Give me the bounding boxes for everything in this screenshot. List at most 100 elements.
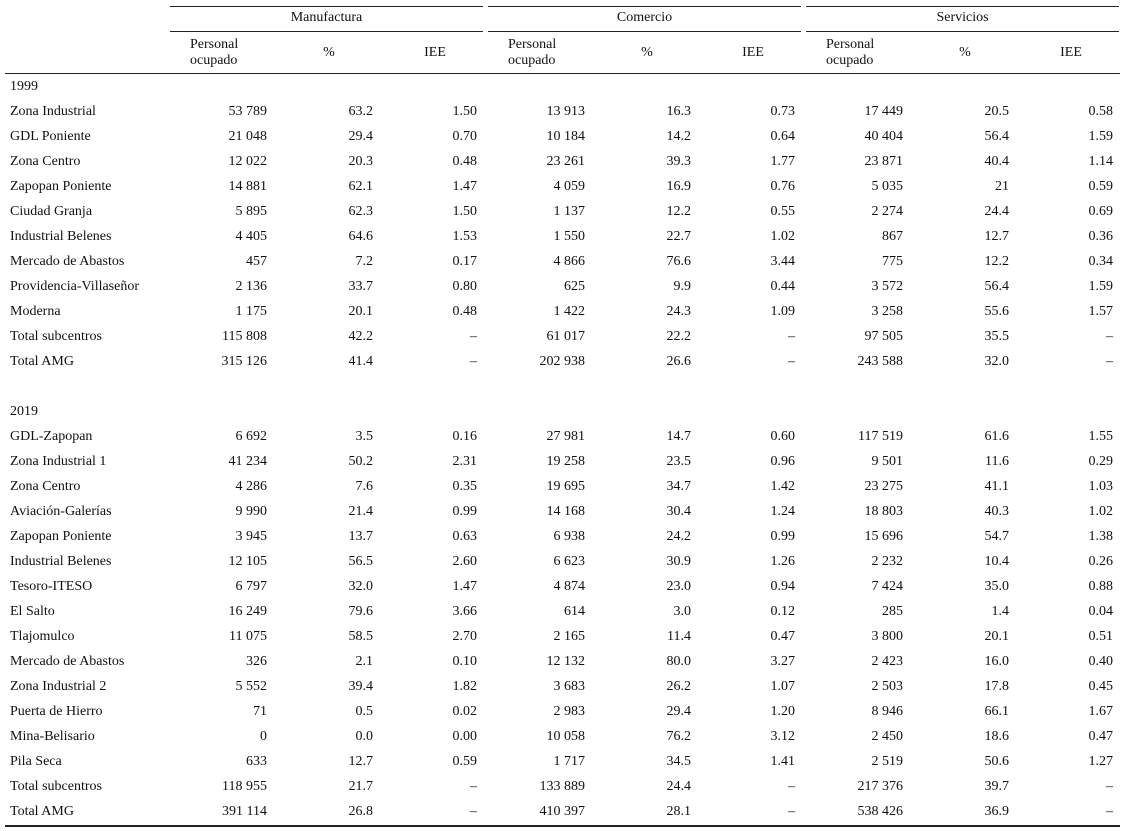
cell-value: 41.4 [348,354,374,369]
cell-value: 1.09 [770,304,796,319]
column-header: % [641,45,653,60]
column-header: IEE [742,45,764,60]
row-label: Total AMG [10,804,74,819]
cell-value: 1.53 [452,229,478,244]
cell-value: 36.9 [984,804,1010,819]
cell-value: 3 800 [871,629,904,644]
cell-value: – [788,804,795,819]
cell-value: 3.66 [452,604,478,619]
cell-value: 19 695 [546,479,586,494]
cell-value: 1.82 [452,679,478,694]
cell-value: 32.0 [348,579,374,594]
row-label: Total AMG [10,354,74,369]
cell-value: 3 572 [871,279,904,294]
cell-value: 0.80 [452,279,478,294]
cell-value: 0.5 [355,704,374,719]
cell-value: 29.4 [666,704,692,719]
column-header: Personal ocupado [190,37,239,68]
cell-value: 71 [253,704,267,719]
group-header: Servicios [936,10,989,25]
row-label: Zapopan Poniente [10,529,112,544]
row-label: Mercado de Abastos [10,254,125,269]
cell-value: 2.70 [452,629,478,644]
cell-value: 2 165 [553,629,586,644]
cell-value: 7 424 [871,579,904,594]
cell-value: 243 588 [857,354,904,369]
cell-value: 9.9 [673,279,692,294]
cell-value: 0.58 [1088,104,1114,119]
cell-value: 2 519 [871,754,904,769]
cell-value: 0.45 [1088,679,1114,694]
row-label: Tlajomulco [10,629,75,644]
cell-value: 1.67 [1088,704,1114,719]
cell-value: 23 275 [864,479,904,494]
cell-value: 2 274 [871,204,904,219]
rule [170,31,483,32]
cell-value: 391 114 [222,804,267,819]
cell-value: 23 261 [546,154,586,169]
cell-value: 217 376 [857,779,904,794]
cell-value: 63.2 [348,104,374,119]
cell-value: 538 426 [857,804,904,819]
cell-value: 62.1 [348,179,374,194]
cell-value: 2 503 [871,679,904,694]
cell-value: 23.5 [666,454,692,469]
rule [488,6,801,7]
cell-value: 3.5 [355,429,374,444]
cell-value: 53 789 [228,104,268,119]
cell-value: 1.41 [770,754,796,769]
rule [806,31,1119,32]
cell-value: 4 286 [235,479,268,494]
row-label: Industrial Belenes [10,229,112,244]
cell-value: 0.04 [1088,604,1114,619]
cell-value: 3.44 [770,254,796,269]
cell-value: – [470,329,477,344]
cell-value: 5 035 [871,179,904,194]
cell-value: 23 871 [864,154,904,169]
cell-value: 21.4 [348,504,374,519]
cell-value: 9 990 [235,504,268,519]
cell-value: 18 803 [864,504,904,519]
cell-value: 625 [564,279,585,294]
cell-value: 35.0 [984,579,1010,594]
cell-value: 0.51 [1088,629,1114,644]
cell-value: – [788,354,795,369]
cell-value: – [788,779,795,794]
cell-value: 3 945 [235,529,268,544]
cell-value: 2 232 [871,554,904,569]
cell-value: 1.4 [991,604,1010,619]
cell-value: 58.5 [348,629,374,644]
cell-value: 16.9 [666,179,692,194]
cell-value: 8 946 [871,704,904,719]
cell-value: 4 059 [553,179,586,194]
cell-value: 41.1 [984,479,1010,494]
cell-value: 17 449 [864,104,904,119]
cell-value: 56.4 [984,279,1010,294]
cell-value: 21 [995,179,1009,194]
cell-value: 12 132 [546,654,586,669]
cell-value: 19 258 [546,454,586,469]
cell-value: 0.55 [770,204,796,219]
cell-value: 16 249 [228,604,268,619]
cell-value: 0.12 [770,604,796,619]
cell-value: 117 519 [858,429,903,444]
cell-value: 1.07 [770,679,796,694]
cell-value: 34.5 [666,754,692,769]
column-header: Personal ocupado [508,37,557,68]
cell-value: 64.6 [348,229,374,244]
cell-value: 16.0 [984,654,1010,669]
row-label: Ciudad Granja [10,204,93,219]
cell-value: 6 797 [235,579,268,594]
cell-value: 2 450 [871,729,904,744]
cell-value: 0.00 [452,729,478,744]
row-label: Zapopan Poniente [10,179,112,194]
cell-value: 11.4 [667,629,691,644]
cell-value: 0.73 [770,104,796,119]
row-label: Total subcentros [10,329,102,344]
section-label: 1999 [10,79,38,94]
cell-value: 1 175 [235,304,268,319]
row-label: Zona Centro [10,154,81,169]
cell-value: 1.27 [1088,754,1114,769]
cell-value: 1.57 [1088,304,1114,319]
row-label: Total subcentros [10,779,102,794]
